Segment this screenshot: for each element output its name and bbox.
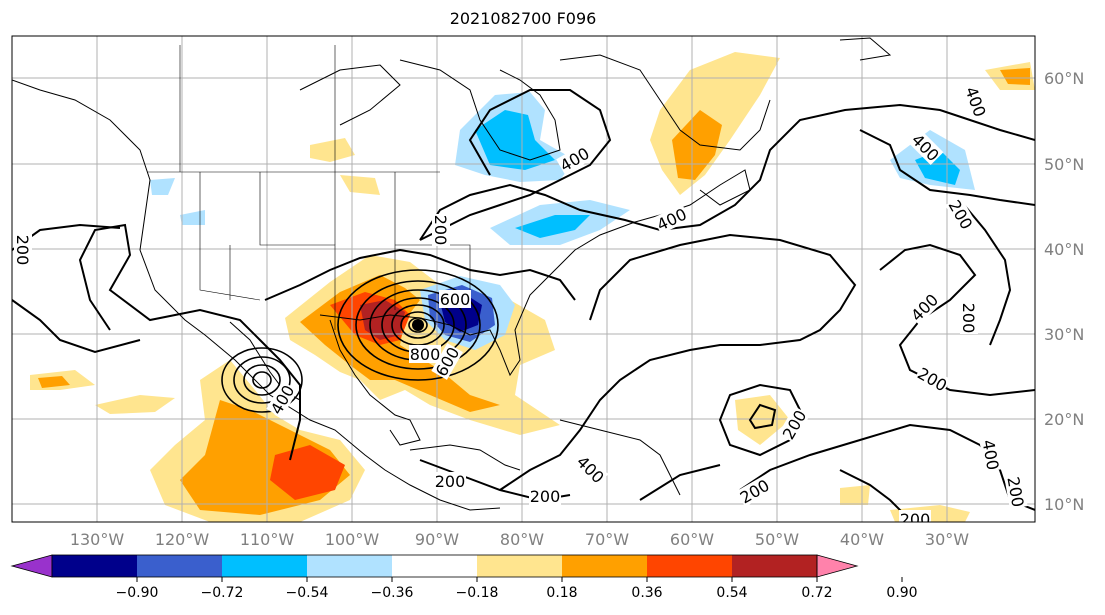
contour-label: 600 — [439, 290, 471, 309]
contour-label: 800 — [409, 345, 441, 364]
negative-anomaly-rockies — [180, 210, 205, 225]
colorbar-band — [562, 555, 647, 577]
positive-anomaly-west-2 — [38, 376, 70, 388]
colorbar — [10, 554, 859, 578]
positive-anomaly-south-atl — [840, 485, 870, 505]
colorbar-tick-label: −0.72 — [201, 585, 244, 601]
colorbar-tick-label: 0.36 — [631, 585, 662, 601]
longitude-label: 70°W — [585, 530, 629, 549]
latitude-label: 50°N — [1044, 155, 1084, 174]
svg-text:200: 200 — [530, 487, 561, 506]
colorbar-tick-label: −0.54 — [286, 585, 329, 601]
colorbar-band — [137, 555, 222, 577]
positive-anomaly-eastern-atl-mid — [1000, 68, 1030, 85]
latitude-label: 40°N — [1044, 240, 1084, 259]
positive-anomaly-labrador-mid — [672, 110, 722, 180]
colorbar-outline — [51, 554, 818, 578]
latitude-label: 10°N — [1044, 495, 1084, 514]
contour-label: 200 — [434, 472, 466, 491]
colorbar-tick-label: 0.72 — [801, 585, 832, 601]
colorbar-tick-label: −0.18 — [456, 585, 499, 601]
contour-label: 200 — [431, 214, 450, 246]
svg-text:600: 600 — [440, 290, 471, 309]
svg-text:200: 200 — [959, 303, 978, 334]
figure-title: 2021082700 F096 — [450, 9, 597, 28]
map-frame — [11, 35, 1036, 523]
positive-anomaly-pac — [95, 395, 175, 414]
latitude-label: 20°N — [1044, 410, 1084, 429]
svg-text:200: 200 — [900, 510, 931, 529]
longitude-label: 90°W — [415, 530, 459, 549]
colorbar-band — [52, 555, 137, 577]
contour-label: 200 — [899, 510, 931, 529]
positive-anomaly-plains — [340, 175, 380, 195]
colorbar-band — [732, 555, 817, 577]
latitude-labels: 60°N 50°N 40°N 30°N 20°N 10°N — [1044, 69, 1084, 514]
latitude-label: 60°N — [1044, 69, 1084, 88]
positive-anomaly-central-atl — [735, 395, 790, 445]
contour-label: 200 — [959, 302, 978, 334]
longitude-label: 60°W — [670, 530, 714, 549]
colorbar-band — [477, 555, 562, 577]
negative-anomaly-hudson-mid — [475, 110, 555, 170]
colorbar-band — [647, 555, 732, 577]
colorbar-tick-label: −0.36 — [371, 585, 414, 601]
svg-text:200: 200 — [13, 235, 32, 266]
colorbar-tick-label: 0.54 — [716, 585, 747, 601]
longitude-label: 80°W — [500, 530, 544, 549]
graticule — [12, 36, 1035, 522]
colorbar-tick-label: −0.90 — [116, 585, 159, 601]
latitude-label: 30°N — [1044, 325, 1084, 344]
contour-label: 200 — [13, 234, 32, 266]
longitude-labels: 130°W 120°W 110°W 100°W 90°W 80°W 70°W 60°W 50°W… — [70, 530, 969, 549]
svg-text:800: 800 — [410, 345, 441, 364]
colorbar-tick-label: 0.18 — [546, 585, 577, 601]
colorbar-extend-low — [10, 554, 53, 578]
contour-label: 200 — [529, 487, 561, 506]
longitude-label: 30°W — [925, 530, 969, 549]
longitude-label: 120°W — [155, 530, 210, 549]
longitude-label: 100°W — [325, 530, 380, 549]
negative-anomaly-lakes-mid — [515, 215, 590, 238]
colorbar-ticks: −0.90 −0.72 −0.54 −0.36 −0.18 0.18 0.36 0.54 0.7… — [116, 577, 918, 601]
pacific-low-contours — [221, 347, 303, 413]
longitude-label: 40°W — [840, 530, 884, 549]
contour-label: 200 — [1003, 474, 1028, 510]
state-borders — [147, 45, 471, 330]
longitude-label: 50°W — [755, 530, 799, 549]
hurricane-center-marker — [412, 319, 424, 331]
colorbar-tick-label: 0.90 — [886, 585, 917, 601]
colorbar-band — [307, 555, 392, 577]
longitude-label: 130°W — [70, 530, 125, 549]
colorbar-band — [392, 555, 477, 577]
negative-anomaly-bc — [150, 178, 175, 195]
colorbar-band — [222, 555, 307, 577]
svg-text:200: 200 — [431, 215, 450, 246]
colorbar-extend-high — [816, 554, 859, 578]
map-layers: 2002004004006008006004002004004002002002… — [12, 36, 1035, 529]
positive-anomaly-mexico-strong — [270, 445, 345, 500]
longitude-label: 110°W — [240, 530, 295, 549]
svg-text:200: 200 — [435, 472, 466, 491]
positive-anomaly-canada — [310, 138, 355, 162]
